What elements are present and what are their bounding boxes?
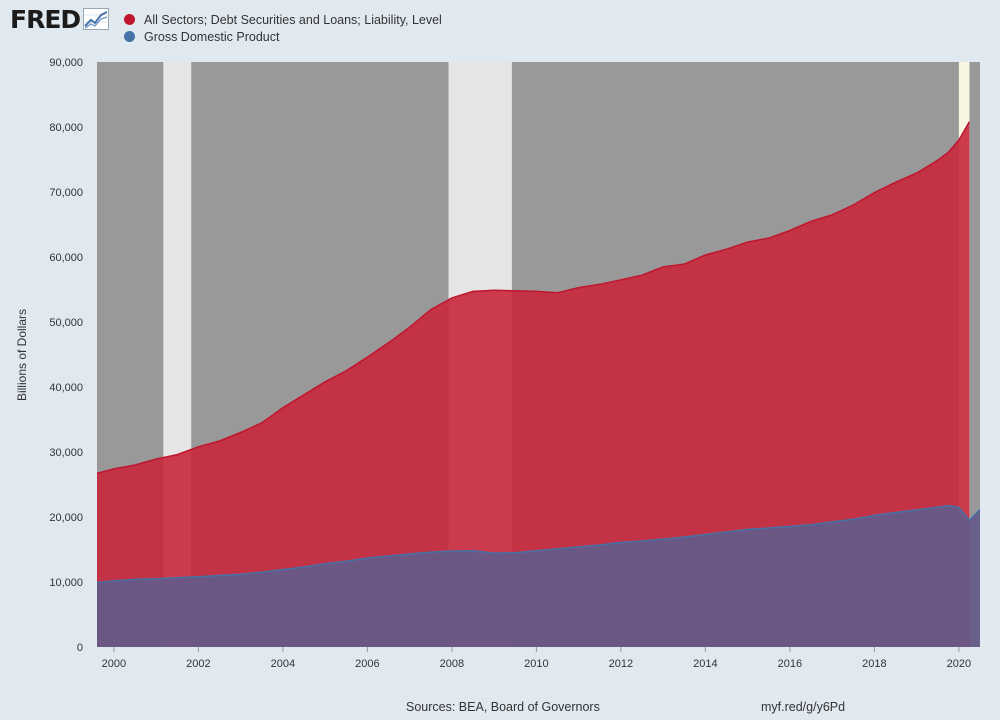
legend-marker-gdp [124,31,135,42]
x-tick-label: 2000 [102,658,126,670]
y-tick-label: 20,000 [49,512,83,524]
chart-legend: All Sectors; Debt Securities and Loans; … [124,11,442,45]
x-axis-ticks: 2000 2002 2004 2006 2008 2010 2012 2014 2016 2018… [102,647,971,670]
x-tick-label: 2006 [355,658,379,670]
x-tick-label: 2014 [693,658,717,670]
graph-icon [83,7,110,35]
legend-marker-debt [124,14,135,25]
x-tick-label: 2012 [609,658,633,670]
y-tick-label: 10,000 [49,577,83,589]
chart-header: FRED All Sectors; Debt Securities and Lo… [0,0,1000,50]
y-tick-label: 40,000 [49,382,83,394]
y-tick-label: 80,000 [49,122,83,134]
debt-series-line [96,121,971,475]
fred-logo-text: FRED [10,5,81,34]
sources-note: Sources: BEA, Board of Governors [406,700,600,714]
debt-series-area [97,121,970,648]
x-tick-label: 2020 [947,658,971,670]
x-tick-label: 2018 [862,658,886,670]
y-axis-ticks: 0 10,000 20,000 30,000 40,000 50,000 60,000 70,… [49,57,83,654]
x-tick-label: 2002 [186,658,210,670]
short-link[interactable]: myf.red/g/y6Pd [761,700,846,714]
y-tick-label: 70,000 [49,187,83,199]
y-tick-label: 60,000 [49,252,83,264]
y-tick-label: 90,000 [49,57,83,69]
gdp-series-line [96,504,981,584]
x-tick-label: 2016 [778,658,802,670]
x-tick-label: 2004 [271,658,295,670]
x-tick-label: 2008 [440,658,464,670]
y-tick-label: 30,000 [49,447,83,459]
fred-logo[interactable]: FRED [10,4,110,36]
gdp-series-area [97,505,980,647]
x-tick-label: 2010 [524,658,548,670]
legend-item-debt[interactable]: All Sectors; Debt Securities and Loans; … [124,11,442,28]
legend-label-gdp: Gross Domestic Product [144,29,280,44]
y-tick-label: 0 [77,642,83,654]
legend-item-gdp[interactable]: Gross Domestic Product [124,28,442,45]
y-axis-label: Billions of Dollars [15,308,29,402]
y-tick-label: 50,000 [49,317,83,329]
legend-label-debt: All Sectors; Debt Securities and Loans; … [144,12,442,27]
